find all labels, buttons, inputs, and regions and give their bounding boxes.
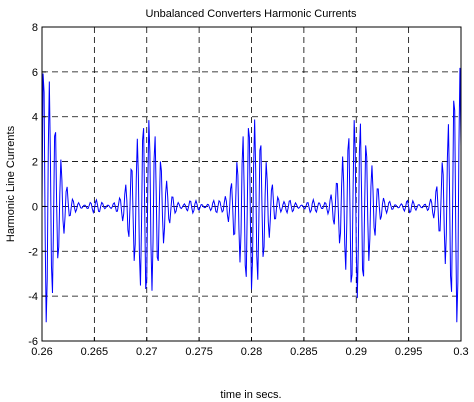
x-tick-label: 0.285 <box>290 346 318 358</box>
x-axis-label: time in secs. <box>220 389 281 401</box>
x-tick-label: 0.26 <box>31 346 52 358</box>
x-tick-label: 0.275 <box>185 346 213 358</box>
x-tick-label: 0.28 <box>241 346 262 358</box>
x-tick-label: 0.265 <box>81 346 109 358</box>
x-tick-label: 0.29 <box>346 346 367 358</box>
y-tick-label: -4 <box>28 291 38 303</box>
axis-ticks: 0.26 0.265 0.27 0.275 0.28 0.285 0.29 0.295 0.3 -… <box>28 22 468 358</box>
y-tick-label: 2 <box>32 157 38 169</box>
chart-title: Unbalanced Converters Harmonic Currents <box>146 8 357 20</box>
y-tick-label: 4 <box>32 112 38 124</box>
x-tick-label: 0.3 <box>453 346 468 358</box>
y-axis-label: Harmonic Line Currents <box>5 125 17 242</box>
series-line <box>41 67 462 323</box>
plot-area <box>41 67 462 323</box>
x-tick-label: 0.295 <box>395 346 423 358</box>
y-tick-label: 6 <box>32 67 38 79</box>
y-tick-label: 8 <box>32 22 38 34</box>
y-tick-label: 0 <box>32 201 38 213</box>
y-tick-label: -6 <box>28 336 38 348</box>
y-tick-label: -2 <box>28 246 38 258</box>
x-tick-label: 0.27 <box>136 346 157 358</box>
